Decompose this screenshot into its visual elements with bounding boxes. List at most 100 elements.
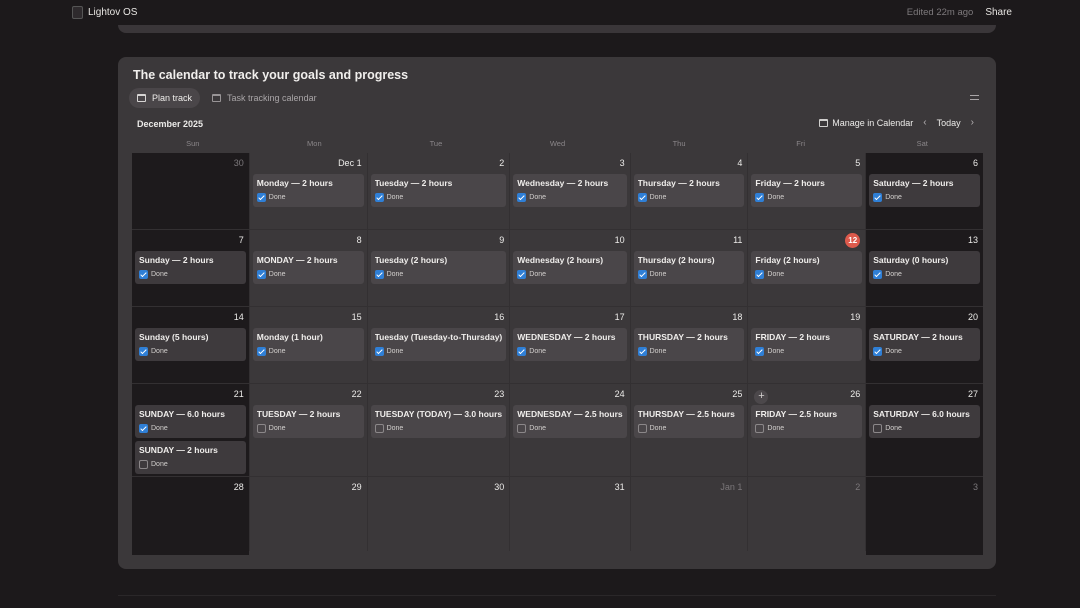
checkbox-unchecked-icon[interactable]	[755, 424, 765, 433]
checkbox-checked-icon[interactable]	[755, 347, 765, 356]
event-card[interactable]: Friday — 2 hours Done	[751, 174, 863, 207]
checkbox-checked-icon[interactable]	[755, 270, 765, 279]
event-card[interactable]: THURSDAY — 2 hours Done	[633, 328, 745, 361]
day-cell[interactable]: +26 FRIDAY — 2.5 hours Done	[748, 384, 866, 476]
checkbox-checked-icon[interactable]	[517, 193, 527, 202]
checkbox-unchecked-icon[interactable]	[873, 424, 883, 433]
event-card[interactable]: Monday (1 hour) Done	[252, 328, 364, 361]
chevron-left-icon[interactable]: ‹	[923, 117, 927, 128]
event-card[interactable]: WEDNESDAY — 2.5 hours Done	[513, 405, 627, 438]
checkbox-checked-icon[interactable]	[139, 347, 148, 356]
day-cell[interactable]: 4 Thursday — 2 hours Done	[630, 153, 748, 229]
day-cell[interactable]: 3	[866, 477, 983, 555]
event-card[interactable]: FRIDAY — 2 hours Done	[751, 328, 863, 361]
event-card[interactable]: Sunday — 2 hours Done	[135, 251, 246, 284]
checkbox-unchecked-icon[interactable]	[517, 424, 527, 433]
event-card[interactable]: MONDAY — 2 hours Done	[252, 251, 364, 284]
day-cell[interactable]: 21 SUNDAY — 6.0 hours Done SUNDAY — 2 hours…	[132, 384, 249, 476]
event-card[interactable]: Thursday — 2 hours Done	[633, 174, 745, 207]
day-cell[interactable]: 28	[132, 477, 249, 555]
checkbox-checked-icon[interactable]	[374, 193, 384, 202]
day-cell[interactable]: 30	[132, 153, 249, 229]
event-card[interactable]: Tuesday (2 hours) Done	[370, 251, 507, 284]
checkbox-checked-icon[interactable]	[517, 347, 527, 356]
day-cell[interactable]: 14 Sunday (5 hours) Done	[132, 307, 249, 383]
day-cell[interactable]: 2	[748, 477, 866, 555]
checkbox-checked-icon[interactable]	[256, 270, 266, 279]
checkbox-checked-icon[interactable]	[637, 347, 647, 356]
page-title[interactable]: Lightov OS	[88, 7, 138, 18]
day-cell[interactable]: 25 THURSDAY — 2.5 hours Done	[630, 384, 748, 476]
checkbox-checked-icon[interactable]	[517, 270, 527, 279]
day-cell[interactable]: 2 Tuesday — 2 hours Done	[367, 153, 510, 229]
day-cell[interactable]: 12 Friday (2 hours) Done	[748, 230, 866, 306]
day-cell[interactable]: 29	[249, 477, 367, 555]
event-card[interactable]: Friday (2 hours) Done	[751, 251, 863, 284]
checkbox-unchecked-icon[interactable]	[139, 460, 148, 469]
day-cell[interactable]: 13 Saturday (0 hours) Done	[866, 230, 983, 306]
event-card[interactable]: Tuesday (Tuesday-to-Thursday) Done	[370, 328, 507, 361]
day-cell[interactable]: Jan 1	[630, 477, 748, 555]
day-cell[interactable]: 5 Friday — 2 hours Done	[748, 153, 866, 229]
checkbox-unchecked-icon[interactable]	[637, 424, 647, 433]
day-cell[interactable]: 31	[510, 477, 630, 555]
day-cell[interactable]: 11 Thursday (2 hours) Done	[630, 230, 748, 306]
checkbox-checked-icon[interactable]	[256, 347, 266, 356]
day-cell[interactable]: 3 Wednesday — 2 hours Done	[510, 153, 630, 229]
day-cell[interactable]: 20 SATURDAY — 2 hours Done	[866, 307, 983, 383]
event-card[interactable]: Tuesday — 2 hours Done	[370, 174, 507, 207]
day-cell[interactable]: 23 TUESDAY (TODAY) — 3.0 hours Done	[367, 384, 510, 476]
event-card[interactable]: Wednesday (2 hours) Done	[513, 251, 627, 284]
checkbox-checked-icon[interactable]	[873, 193, 883, 202]
checkbox-checked-icon[interactable]	[873, 347, 883, 356]
day-cell[interactable]: 27 SATURDAY — 6.0 hours Done	[866, 384, 983, 476]
day-cell[interactable]: 9 Tuesday (2 hours) Done	[367, 230, 510, 306]
event-card[interactable]: Sunday (5 hours) Done	[135, 328, 246, 361]
event-card[interactable]: TUESDAY (TODAY) — 3.0 hours Done	[370, 405, 507, 438]
checkbox-checked-icon[interactable]	[374, 347, 384, 356]
event-card[interactable]: SUNDAY — 2 hours Done	[135, 441, 246, 474]
chevron-right-icon[interactable]: ›	[970, 117, 974, 128]
day-cell[interactable]: 8 MONDAY — 2 hours Done	[249, 230, 367, 306]
event-card[interactable]: Thursday (2 hours) Done	[633, 251, 745, 284]
add-event-icon[interactable]: +	[754, 390, 769, 404]
tab-plan-track[interactable]: Plan track	[129, 88, 201, 108]
day-cell[interactable]: 15 Monday (1 hour) Done	[249, 307, 367, 383]
event-card[interactable]: WEDNESDAY — 2 hours Done	[513, 328, 627, 361]
share-button[interactable]: Share	[985, 7, 1012, 18]
day-cell[interactable]: 7 Sunday — 2 hours Done	[132, 230, 249, 306]
checkbox-checked-icon[interactable]	[637, 270, 647, 279]
day-cell[interactable]: 24 WEDNESDAY — 2.5 hours Done	[510, 384, 630, 476]
checkbox-checked-icon[interactable]	[873, 270, 883, 279]
day-cell[interactable]: 30	[367, 477, 510, 555]
day-cell[interactable]: 16 Tuesday (Tuesday-to-Thursday) Done	[367, 307, 510, 383]
event-card[interactable]: Wednesday — 2 hours Done	[513, 174, 627, 207]
checkbox-checked-icon[interactable]	[139, 270, 148, 279]
checkbox-checked-icon[interactable]	[755, 193, 765, 202]
checkbox-checked-icon[interactable]	[374, 270, 384, 279]
day-cell[interactable]: Dec 1 Monday — 2 hours Done	[249, 153, 367, 229]
checkbox-checked-icon[interactable]	[256, 193, 266, 202]
event-card[interactable]: TUESDAY — 2 hours Done	[252, 405, 364, 438]
day-cell[interactable]: 17 WEDNESDAY — 2 hours Done	[510, 307, 630, 383]
event-card[interactable]: SUNDAY — 6.0 hours Done	[135, 405, 246, 438]
checkbox-checked-icon[interactable]	[637, 193, 647, 202]
checkbox-unchecked-icon[interactable]	[256, 424, 266, 433]
day-cell[interactable]: 6 Saturday — 2 hours Done	[866, 153, 983, 229]
event-card[interactable]: Saturday (0 hours) Done	[869, 251, 980, 284]
day-cell[interactable]: 19 FRIDAY — 2 hours Done	[748, 307, 866, 383]
checkbox-checked-icon[interactable]	[139, 424, 148, 433]
event-card[interactable]: FRIDAY — 2.5 hours Done	[751, 405, 863, 438]
filter-settings-icon[interactable]	[970, 93, 979, 101]
today-button[interactable]: Today	[936, 117, 961, 128]
day-cell[interactable]: 22 TUESDAY — 2 hours Done	[249, 384, 367, 476]
day-cell[interactable]: 18 THURSDAY — 2 hours Done	[630, 307, 748, 383]
event-card[interactable]: Saturday — 2 hours Done	[869, 174, 980, 207]
tab-task-tracking-calendar[interactable]: Task tracking calendar	[204, 88, 325, 108]
checkbox-unchecked-icon[interactable]	[374, 424, 384, 433]
event-card[interactable]: THURSDAY — 2.5 hours Done	[633, 405, 745, 438]
event-card[interactable]: Monday — 2 hours Done	[252, 174, 364, 207]
day-cell[interactable]: 10 Wednesday (2 hours) Done	[510, 230, 630, 306]
event-card[interactable]: SATURDAY — 6.0 hours Done	[869, 405, 980, 438]
manage-in-calendar-button[interactable]: Manage in Calendar	[819, 118, 913, 128]
